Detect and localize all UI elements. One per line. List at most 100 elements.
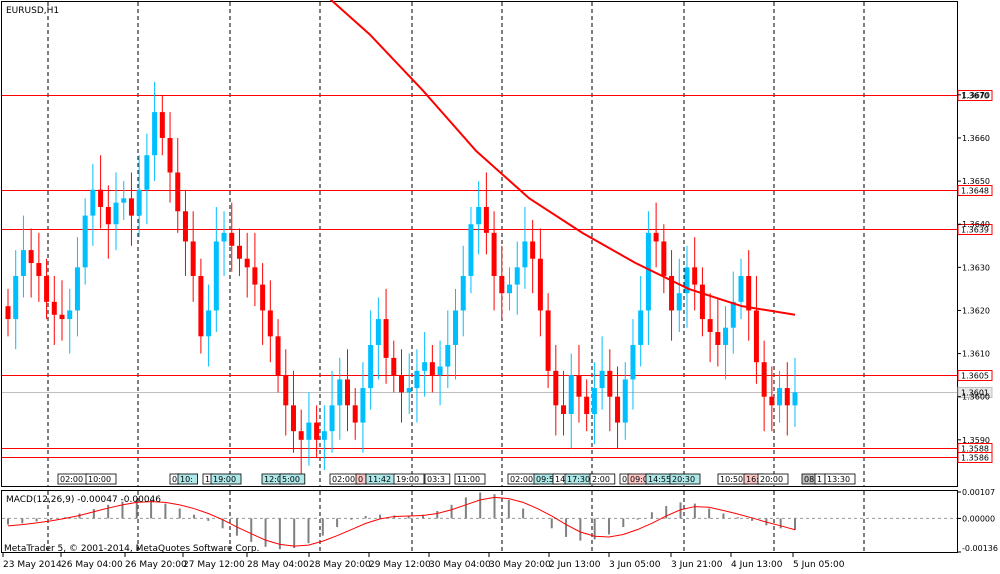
candle-body-73 — [568, 375, 574, 414]
candle-body-69 — [537, 258, 543, 311]
time-marker-label-13: 11:00 — [457, 475, 480, 484]
time-marker-label-6: 12:00 — [264, 475, 287, 484]
y-tick-label-3: 1.3620 — [962, 306, 990, 315]
time-marker-label-0: 02:00 — [60, 475, 83, 484]
macd-subwindow[interactable]: 0.00107 0.00000 -0.00136 — [2, 488, 998, 553]
candle-body-83 — [645, 232, 651, 311]
candle-body-94 — [730, 301, 736, 328]
time-marker-18 — [589, 473, 616, 485]
candle-body-52 — [406, 388, 412, 393]
level-tag-2 — [957, 224, 993, 235]
candle-body-98 — [761, 362, 767, 397]
candle-body-27 — [213, 241, 219, 311]
candle-body-37 — [290, 405, 296, 432]
level-label-1: 1.3648 — [961, 187, 989, 196]
candle-body-39 — [306, 422, 312, 440]
candle-body-93 — [723, 327, 729, 345]
candle-body-38 — [298, 431, 304, 440]
level-label-5: 1.3586 — [961, 454, 989, 463]
candle-body-101 — [784, 388, 790, 406]
candle-body-33 — [260, 284, 266, 311]
candle-body-18 — [144, 155, 150, 190]
candle-body-57 — [445, 344, 451, 367]
macd-y-tick-label-2: -0.00136 — [962, 544, 998, 553]
time-markers[interactable]: 02:00 10:00 0 10: 1 19:00 12:005:00 02:00 0 11:42… — [57, 473, 856, 485]
time-marker-label-27: 1 — [817, 475, 822, 484]
level-tag-5 — [957, 452, 993, 463]
time-marker-11 — [393, 473, 425, 485]
level-label-3: 1.3605 — [961, 372, 989, 381]
candle-body-86 — [669, 275, 675, 311]
candle-body-43 — [337, 379, 343, 406]
candle-body-81 — [630, 344, 636, 380]
level-tag-1 — [957, 185, 993, 196]
candle-body-26 — [206, 310, 212, 337]
candle-body-30 — [236, 245, 242, 259]
time-marker-label-25: 20:00 — [760, 475, 783, 484]
candlesticks — [5, 81, 798, 475]
candle-body-80 — [622, 379, 628, 423]
time-marker-label-7: 5:00 — [282, 475, 300, 484]
candle-body-67 — [522, 241, 528, 268]
candle-body-92 — [715, 332, 721, 345]
candle-body-102 — [792, 392, 798, 406]
time-marker-28 — [824, 473, 856, 485]
candle-body-71 — [553, 370, 559, 406]
candle-body-22 — [175, 172, 181, 212]
macd-y-tick-label-0: 0.00107 — [962, 488, 995, 497]
time-marker-7 — [279, 473, 306, 485]
candle-body-3 — [28, 250, 34, 264]
time-marker-3 — [177, 473, 199, 485]
time-marker-label-15: 09:5 — [536, 475, 554, 484]
candle-body-61 — [476, 206, 482, 225]
time-marker-label-16: 14 — [555, 475, 565, 484]
time-marker-label-8: 02:00 — [332, 475, 355, 484]
x-tick-label-3: 27 May 12:00 — [183, 560, 245, 570]
time-marker-label-24: 16: — [746, 475, 759, 484]
y-tick-label-8: 1.3670 — [962, 91, 990, 100]
candle-body-5 — [44, 275, 50, 302]
time-marker-5 — [210, 473, 242, 485]
x-tick-label-4: 28 May 04:00 — [247, 560, 309, 570]
candle-body-7 — [59, 314, 65, 320]
candle-body-20 — [159, 112, 165, 138]
candle-body-6 — [51, 301, 57, 315]
candle-body-72 — [561, 405, 567, 414]
candle-body-58 — [453, 310, 459, 345]
candle-body-45 — [352, 405, 358, 423]
candle-body-62 — [483, 206, 489, 233]
moving-average-line — [329, 0, 796, 316]
candle-body-8 — [67, 310, 73, 320]
macd-title: MACD(12,26,9) -0.00047 -0.00046 — [6, 495, 161, 505]
candle-body-91 — [707, 319, 713, 333]
candle-body-4 — [36, 263, 42, 276]
time-marker-label-4: 1 — [205, 475, 210, 484]
time-marker-label-3: 10: — [180, 475, 193, 484]
candle-body-41 — [321, 431, 327, 440]
time-marker-label-9: 0 — [358, 475, 363, 484]
candle-body-0 — [5, 306, 11, 320]
candle-body-16 — [128, 198, 134, 216]
candle-body-56 — [437, 366, 443, 376]
level-tag-0 — [957, 90, 993, 101]
macd-y-tick-label-1: 0.00000 — [962, 514, 995, 523]
time-marker-label-19: 0 — [622, 475, 627, 484]
level-tag-3 — [957, 370, 993, 381]
candle-body-97 — [753, 310, 759, 363]
candle-body-75 — [584, 396, 590, 414]
y-tick-label-6: 1.3650 — [962, 177, 990, 186]
candle-body-1 — [13, 275, 19, 320]
x-tick-label-6: 29 May 12:00 — [369, 560, 431, 570]
candle-body-76 — [591, 388, 597, 414]
candle-body-21 — [167, 137, 173, 173]
candle-body-23 — [182, 211, 188, 242]
main-chart-frame — [1, 1, 958, 553]
candle-body-54 — [422, 362, 428, 371]
candle-body-34 — [267, 310, 273, 337]
candle-body-77 — [599, 370, 605, 389]
y-tick-label-5: 1.3640 — [962, 220, 990, 229]
